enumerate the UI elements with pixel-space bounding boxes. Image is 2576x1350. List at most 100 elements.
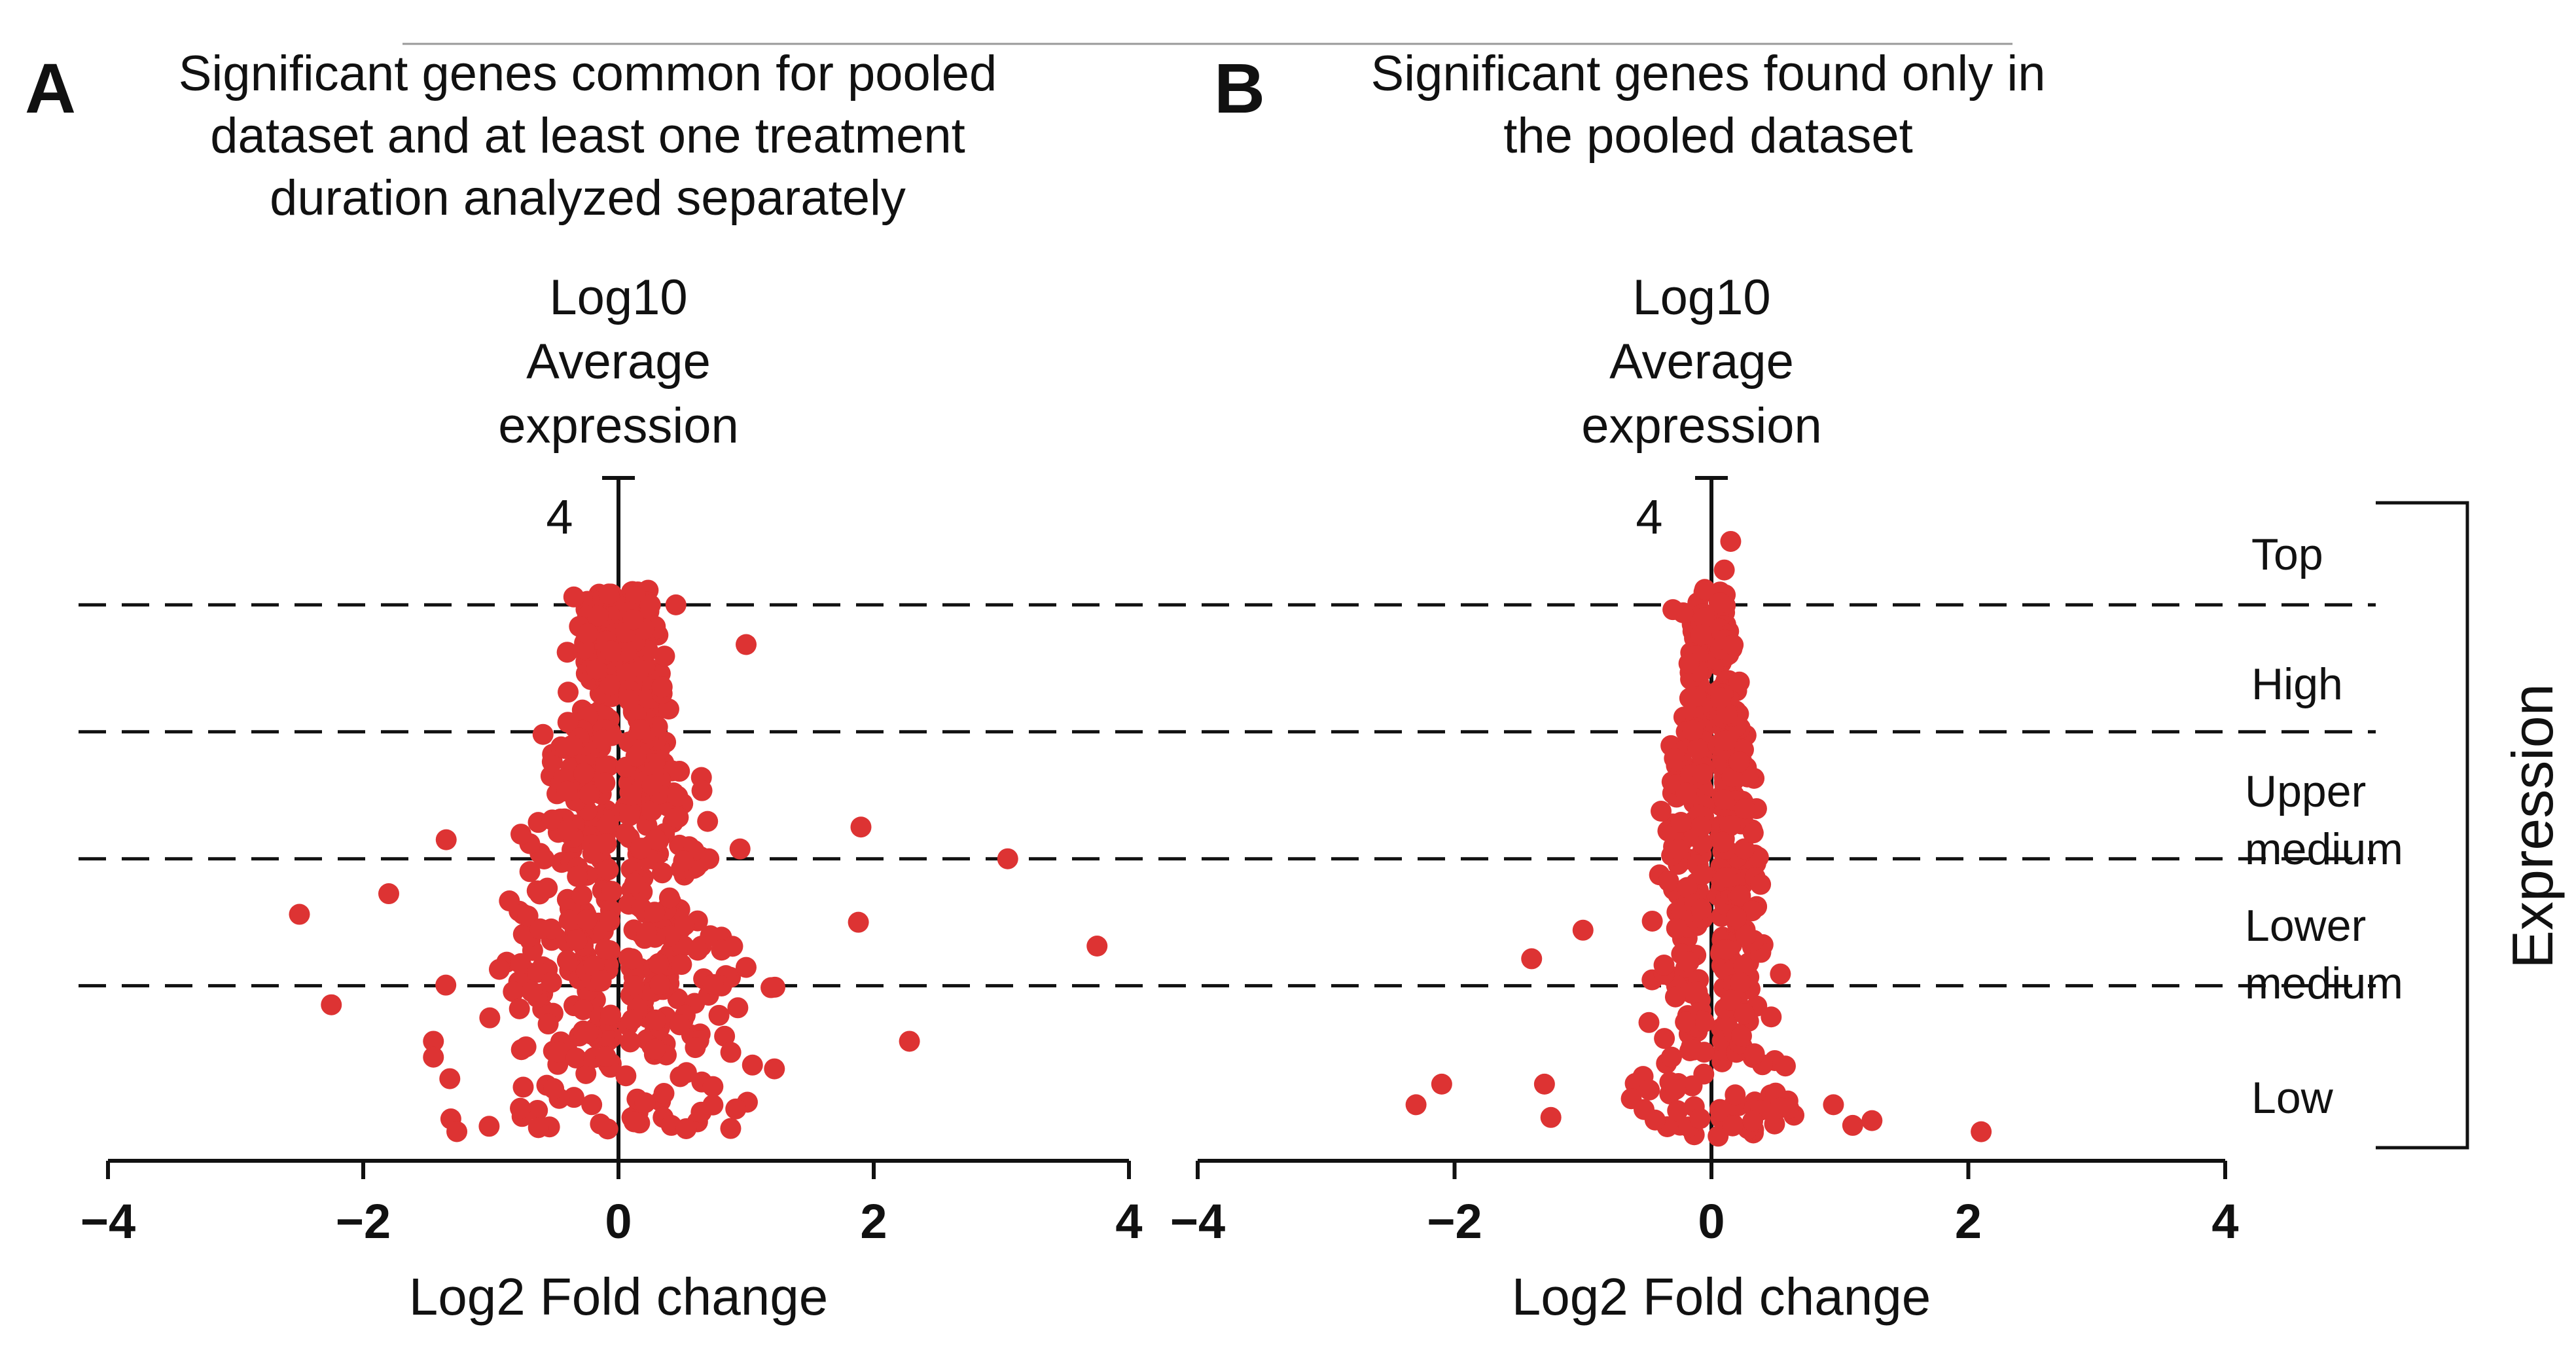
panel-a-point [479,1007,501,1029]
panel-b-outlier-point-13 [1823,1094,1844,1116]
panel-b-point [1737,766,1759,788]
panel-b-ylabel-line-1: Log10 [1632,270,1770,325]
panel-a-point [622,1009,643,1031]
panel-a-point [691,780,713,801]
panel-b-ylabel-line-3: expression [1581,398,1822,454]
panel-a-letter: A [25,48,76,128]
panel-b-point [1666,917,1687,939]
panel-a-point [618,689,640,711]
panel-b-point [1694,579,1715,600]
panel-b-point [1668,839,1689,860]
panel-a-point [636,922,658,943]
panel-a-outlier-point-7 [848,911,869,933]
panel-b-point [1654,1028,1675,1049]
panel-a-point [644,902,666,923]
panel-b-point [1764,1113,1785,1135]
panel-b-point [1708,1125,1729,1147]
panel-b-point [1732,955,1754,977]
panel-b-point [1664,748,1685,769]
panel-b-ylabel-line-2: Average [1609,334,1794,390]
panel-b-point [1725,1084,1746,1106]
axes: 4 −4 −2 0 2 4 4 −4 −2 0 2 4 [80,476,2239,1249]
panel-b-letter: B [1214,48,1265,128]
panel-a-point [649,974,671,995]
panel-a-point [510,1097,531,1119]
panel-b-point [1713,959,1735,981]
panel-a-point [727,997,749,1019]
panel-a-point [668,807,689,828]
panel-b-point [1742,822,1764,844]
panel-a-point [685,1037,706,1059]
panel-a-point [558,909,580,931]
panel-b-point [1730,972,1751,993]
expression-axis-label: Expression [2500,684,2565,968]
panel-b-point [1682,720,1704,741]
panel-a-point [623,1111,645,1133]
panel-b-outlier-point-1 [1713,559,1735,581]
panel-b-point [1675,1012,1696,1033]
panel-b-outlier-point-11 [1842,1114,1863,1136]
expression-cutoff-lines [79,603,2376,988]
panel-b-outlier-point-10 [1861,1110,1883,1131]
panel-a-point [598,813,619,835]
panel-b-point [1716,703,1738,725]
panel-a-point [557,712,579,733]
panel-a-point [561,735,582,756]
panel-a-point [556,642,578,663]
panel-a-point [528,1117,549,1139]
panel-a-point [634,1092,656,1114]
panel-a-outlier-point-11 [563,586,584,608]
bin-label-upper: Upper [2245,767,2366,816]
panel-b-y-tick-label: 4 [1636,490,1662,544]
panel-a-point [519,861,541,883]
panel-a-point [573,999,594,1021]
panel-a-point [579,784,600,805]
panel-a-outlier-point-10 [1086,936,1108,957]
panel-a-point [587,605,609,627]
panel-a-point [577,1021,599,1043]
panel-a-point [623,975,645,996]
panel-b-point [1720,989,1742,1011]
panel-a-point [651,676,673,698]
panel-a-x-tick-label-1: −2 [336,1194,391,1249]
panel-b-point [1750,873,1772,895]
panel-a-point [697,811,719,832]
panel-a-point [510,953,531,974]
panel-b-point [1742,1110,1764,1132]
panel-a-point [645,829,667,850]
panel-a-outlier-point-8 [899,1031,920,1052]
panel-a-point [586,658,607,680]
panel-a-outlier-point-6 [850,816,872,838]
panel-b-point [1687,981,1708,1003]
panel-a-point [673,850,694,872]
panel-a-title-line-1: Significant genes common for pooled [179,46,997,101]
panel-a-point [556,780,578,802]
expression-bracket [2376,501,2469,1150]
panel-a-point [615,822,636,844]
panel-a-point [675,1118,697,1139]
panel-b-point [1710,687,1732,709]
panel-a-outlier-point-1 [321,994,342,1015]
panel-b-point [1675,782,1697,804]
panel-a-point [510,824,532,845]
panel-b-point [1733,838,1755,860]
panel-b-x-tick-label-1: −2 [1427,1194,1482,1249]
panel-a-point [667,786,689,807]
panel-b-point [1681,687,1702,708]
panel-b-point [1670,812,1692,833]
bin-label-top: Top [2251,530,2323,579]
panel-b-point [1723,634,1744,656]
panel-a-outlier-point-16 [720,1042,742,1063]
panel-a-point [596,833,617,854]
panel-b-outlier-point-4 [1405,1094,1427,1116]
panel-a-point [509,998,530,1019]
panel-b-point [1651,800,1672,822]
panel-a-point [658,887,680,909]
panel-a-ylabel-line-3: expression [498,398,739,454]
panel-a-point [512,1076,534,1098]
panel-a-point [653,1083,675,1104]
panel-b-points [1405,530,1992,1147]
panel-a-point [590,970,612,992]
panel-b-point [1692,763,1713,785]
panel-b-outlier-point-8 [1533,1073,1555,1095]
